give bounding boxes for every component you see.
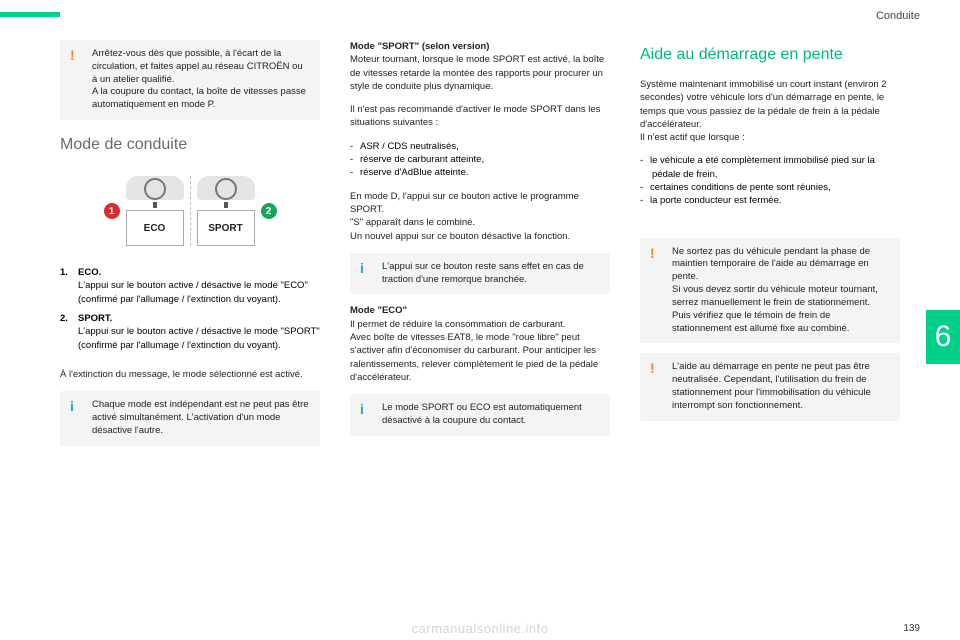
graphic-divider — [190, 176, 191, 246]
info-callout-3: i Le mode SPORT ou ECO est automatiqueme… — [350, 394, 610, 436]
steering-wheel-icon — [197, 176, 255, 200]
eco-mode-block: Mode "ECO" Il permet de réduire la conso… — [350, 304, 610, 384]
list-item: réserve d'AdBlue atteinte. — [362, 166, 610, 179]
list-item: la porte conducteur est fermée. — [652, 194, 900, 207]
not-recommended-list: ASR / CDS neutralisés, réserve de carbur… — [350, 140, 610, 180]
eco-panel: ECO — [126, 176, 184, 246]
list-desc: L'appui sur le bouton active / désactive… — [60, 325, 320, 352]
mode-d-text: En mode D, l'appui sur ce bouton active … — [350, 190, 610, 243]
warning-text: L'aide au démarrage en pente ne peut pas… — [672, 361, 890, 412]
chapter-tab: 6 — [926, 310, 960, 364]
warning-text: Arrêtez-vous dès que possible, à l'écart… — [92, 48, 310, 112]
eco-button: ECO — [126, 210, 184, 246]
warning-callout-3: ! L'aide au démarrage en pente ne peut p… — [640, 353, 900, 420]
warning-callout-1: ! Arrêtez-vous dès que possible, à l'éca… — [60, 40, 320, 120]
warning-icon: ! — [650, 246, 664, 336]
info-text: L'appui sur ce bouton reste sans effet e… — [382, 261, 600, 287]
list-item: 1.ECO. L'appui sur le bouton active / dé… — [60, 266, 320, 306]
eco-mode-body: Il permet de réduire la consommation de … — [350, 319, 598, 383]
info-text: Le mode SPORT ou ECO est automatiquement… — [382, 402, 600, 428]
mode-list: 1.ECO. L'appui sur le bouton active / dé… — [60, 266, 320, 358]
warning-callout-2: ! Ne sortez pas du véhicule pendant la p… — [640, 238, 900, 344]
footer: 139 — [60, 623, 920, 634]
info-icon: i — [360, 402, 374, 428]
info-callout-1: i Chaque mode est indépendant est ne peu… — [60, 391, 320, 445]
hill-start-body: Système maintenant immobilisé un court i… — [640, 78, 900, 144]
sport-button: SPORT — [197, 210, 255, 246]
column-2: Mode "SPORT" (selon version) Moteur tour… — [350, 40, 610, 620]
hill-start-heading: Aide au démarrage en pente — [640, 46, 900, 64]
section-title: Conduite — [876, 10, 920, 22]
mode-conduite-heading: Mode de conduite — [60, 136, 320, 154]
top-bar: Conduite — [0, 12, 960, 28]
top-accent — [0, 12, 60, 17]
info-text: Chaque mode est indépendant est ne peut … — [92, 399, 310, 437]
info-icon: i — [70, 399, 84, 437]
afterlist-text: À l'extinction du message, le mode sélec… — [60, 368, 320, 381]
sport-mode-body: Moteur tournant, lorsque le mode SPORT e… — [350, 54, 604, 92]
list-item: 2.SPORT. L'appui sur le bouton active / … — [60, 312, 320, 352]
warning-icon: ! — [650, 361, 664, 412]
steering-wheel-icon — [126, 176, 184, 200]
list-item: réserve de carburant atteinte, — [362, 153, 610, 166]
page-content: ! Arrêtez-vous dès que possible, à l'éca… — [60, 40, 900, 620]
stalk-icon — [153, 202, 157, 208]
list-label: SPORT. — [78, 313, 112, 324]
marker-2: 2 — [261, 203, 277, 219]
sport-panel: SPORT — [197, 176, 255, 246]
marker-1: 1 — [104, 203, 120, 219]
spacer — [640, 218, 900, 228]
list-num: 2. — [60, 312, 78, 325]
sport-mode-block: Mode "SPORT" (selon version) Moteur tour… — [350, 40, 610, 93]
list-desc: L'appui sur le bouton active / désactive… — [60, 279, 320, 306]
info-callout-2: i L'appui sur ce bouton reste sans effet… — [350, 253, 610, 295]
eco-sport-graphic: 1 ECO SPORT 2 — [60, 176, 320, 246]
eco-mode-title: Mode "ECO" — [350, 305, 407, 316]
warning-icon: ! — [70, 48, 84, 112]
page-number: 139 — [903, 623, 920, 634]
hill-start-conditions: le véhicule a été complètement immobilis… — [640, 154, 900, 207]
list-item: certaines conditions de pente sont réuni… — [652, 181, 900, 194]
stalk-icon — [224, 202, 228, 208]
list-item: le véhicule a été complètement immobilis… — [652, 154, 900, 181]
info-icon: i — [360, 261, 374, 287]
list-item: ASR / CDS neutralisés, — [362, 140, 610, 153]
list-label: ECO. — [78, 267, 101, 278]
column-3: Aide au démarrage en pente Système maint… — [640, 40, 900, 620]
column-1: ! Arrêtez-vous dès que possible, à l'éca… — [60, 40, 320, 620]
not-recommended-intro: Il n'est pas recommandé d'activer le mod… — [350, 103, 610, 130]
sport-mode-title: Mode "SPORT" (selon version) — [350, 41, 489, 52]
warning-text: Ne sortez pas du véhicule pendant la pha… — [672, 246, 890, 336]
list-num: 1. — [60, 266, 78, 279]
